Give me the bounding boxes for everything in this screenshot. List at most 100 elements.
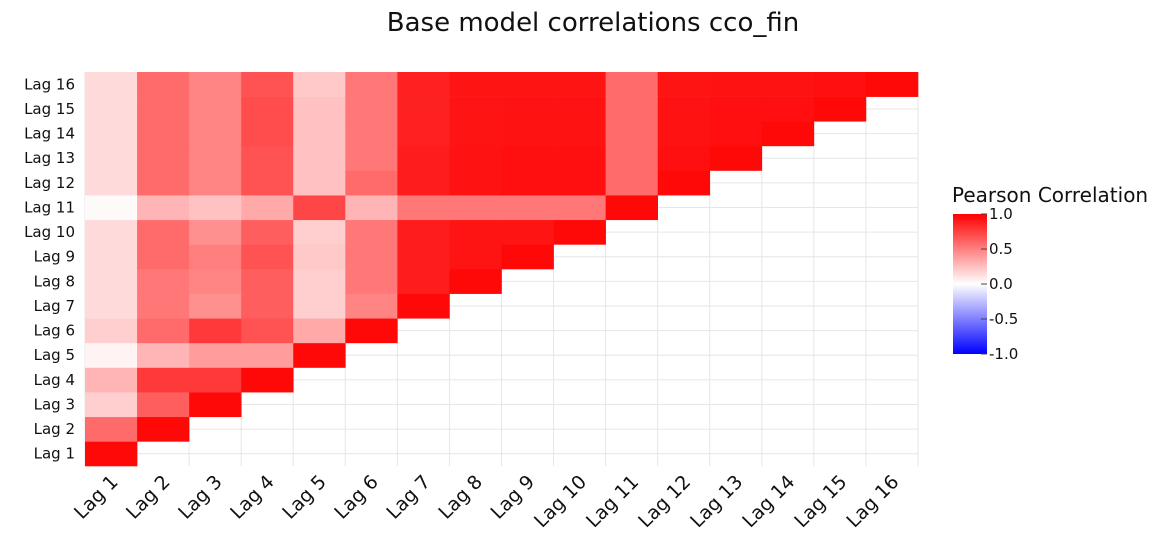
heatmap-cell — [293, 342, 346, 368]
heatmap-cell — [865, 72, 919, 97]
x-tick-label: Lag 12 — [634, 471, 695, 532]
heatmap-cell — [813, 96, 867, 122]
heatmap-cell — [293, 72, 346, 97]
heatmap-cell — [137, 121, 190, 147]
heatmap-cell — [553, 170, 606, 196]
heatmap-cell — [293, 121, 346, 147]
x-tick-label: Lag 13 — [686, 471, 747, 532]
heatmap-cell — [189, 318, 242, 344]
heatmap-cell — [553, 219, 606, 245]
heatmap-cell — [293, 293, 346, 319]
heatmap-cell — [345, 318, 398, 344]
heatmap-cell — [709, 121, 763, 147]
x-tick-label: Lag 1 — [70, 471, 123, 524]
heatmap-cell — [397, 269, 450, 294]
heatmap-cell — [85, 293, 138, 319]
heatmap-cell — [501, 72, 554, 97]
x-tick-label: Lag 8 — [434, 471, 487, 524]
x-tick-label: Lag 7 — [382, 471, 435, 524]
heatmap-cell — [85, 170, 138, 196]
heatmap-cell — [137, 367, 190, 393]
y-tick-label: Lag 15 — [24, 100, 75, 118]
heatmap-cell — [137, 244, 190, 270]
heatmap-cell — [241, 367, 294, 393]
heatmap-cell — [397, 219, 450, 245]
heatmap-cell — [605, 145, 658, 171]
heatmap-cell — [345, 145, 398, 171]
heatmap-cell — [397, 145, 450, 171]
heatmap-cell — [189, 244, 242, 270]
colorbar-tick-label: -0.5 — [989, 310, 1018, 328]
heatmap-cell — [189, 195, 242, 221]
heatmap-cell — [137, 318, 190, 344]
heatmap-cell — [501, 244, 554, 270]
heatmap-cell — [189, 342, 242, 368]
heatmap-cell — [189, 219, 242, 245]
heatmap-cell — [605, 170, 658, 196]
heatmap-cell — [137, 72, 190, 97]
heatmap-cell — [345, 244, 398, 270]
heatmap-cell — [189, 145, 242, 171]
heatmap-cell — [137, 416, 190, 442]
colorbar-tick-label: -1.0 — [989, 345, 1018, 363]
heatmap-cell — [189, 269, 242, 294]
y-tick-label: Lag 14 — [24, 125, 75, 143]
heatmap-cell — [85, 392, 138, 418]
heatmap-cell — [345, 72, 398, 97]
colorbar-legend: Pearson Correlation 1.0 0.5 0.0 -0.5 -1.0 — [952, 183, 1148, 363]
heatmap-cell — [553, 72, 606, 97]
y-tick-label: Lag 9 — [34, 248, 75, 266]
heatmap-cell — [241, 195, 294, 221]
heatmap-cell — [397, 72, 450, 97]
heatmap-cell — [345, 195, 398, 221]
heatmap-cell — [345, 96, 398, 122]
heatmap-cell — [189, 170, 242, 196]
heatmap-cell — [85, 441, 138, 467]
heatmap-cell — [657, 121, 711, 147]
heatmap-cell — [189, 121, 242, 147]
heatmap-cell — [657, 72, 711, 97]
heatmap-cell — [137, 145, 190, 171]
heatmap-cell — [345, 170, 398, 196]
heatmap-cell — [137, 293, 190, 319]
heatmap-cell — [137, 342, 190, 368]
x-tick-label: Lag 14 — [738, 471, 799, 532]
heatmap-cell — [293, 170, 346, 196]
heatmap-cell — [605, 195, 658, 221]
heatmap-cell — [241, 219, 294, 245]
heatmap-cell — [293, 244, 346, 270]
heatmap-cell — [85, 367, 138, 393]
heatmap-cell — [397, 195, 450, 221]
x-tick-label: Lag 16 — [842, 471, 903, 532]
heatmap-cell — [189, 96, 242, 122]
heatmap-cell — [293, 269, 346, 294]
x-tick-label: Lag 4 — [226, 471, 279, 524]
heatmap-cell — [241, 170, 294, 196]
heatmap-cell — [85, 72, 138, 97]
heatmap-cell — [241, 96, 294, 122]
heatmap-cell — [813, 72, 867, 97]
heatmap-cell — [241, 342, 294, 368]
heatmap-cell — [397, 293, 450, 319]
heatmap-cell — [293, 195, 346, 221]
heatmap-cell — [85, 269, 138, 294]
heatmap-cell — [761, 72, 815, 97]
y-tick-label: Lag 13 — [24, 149, 75, 167]
x-tick-label: Lag 2 — [122, 471, 175, 524]
heatmap-cell — [501, 121, 554, 147]
y-tick-label: Lag 4 — [34, 371, 75, 389]
heatmap-cell — [85, 416, 138, 442]
heatmap-cell — [501, 219, 554, 245]
heatmap-cell — [449, 121, 502, 147]
heatmap-cell — [241, 145, 294, 171]
heatmap-cell — [137, 170, 190, 196]
heatmap-cell — [449, 219, 502, 245]
x-tick-label: Lag 11 — [582, 471, 643, 532]
heatmap-cell — [657, 170, 711, 196]
y-tick-label: Lag 7 — [34, 297, 75, 315]
y-axis-ticks: Lag 1 Lag 2 Lag 3 Lag 4 Lag 5 Lag 6 Lag 7 Lag 8… — [24, 75, 75, 462]
heatmap-cell — [553, 121, 606, 147]
heatmap-cell — [605, 96, 658, 122]
y-tick-label: Lag 3 — [34, 395, 75, 413]
